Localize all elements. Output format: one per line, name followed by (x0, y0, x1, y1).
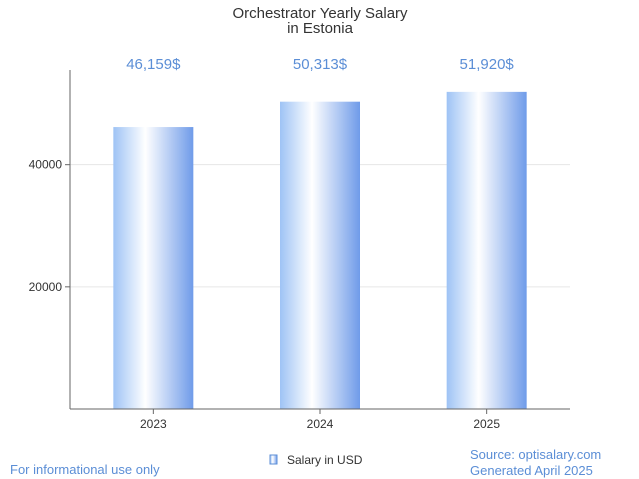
data-labels: 46,159$ 50,313$ 51,920$ (126, 56, 514, 73)
y-tick-label: 40000 (29, 158, 63, 172)
legend: Salary in USD (269, 453, 363, 467)
x-tick-label-2024: 2024 (307, 417, 334, 431)
bar-2023 (113, 127, 194, 409)
footer-source-block: Source: optisalary.com Generated April 2… (470, 447, 601, 479)
data-label-2024: 50,313$ (293, 56, 348, 73)
y-tick-label: 20000 (29, 280, 63, 294)
legend-swatch (269, 454, 278, 465)
footer-source: Source: optisalary.com (470, 447, 602, 462)
chart-title-line-1: Orchestrator Yearly Salary (232, 5, 408, 22)
footer-generated: Generated April 2025 (470, 463, 593, 478)
legend-label: Salary in USD (287, 453, 363, 467)
data-label-2023: 46,159$ (126, 56, 181, 73)
bar-2024 (280, 101, 360, 410)
bars (113, 91, 527, 410)
data-label-2025: 51,920$ (460, 56, 515, 73)
axes: 20000 40000 2023 2024 2025 (29, 70, 570, 431)
bar-2025 (446, 91, 527, 409)
x-tick-label-2025: 2025 (473, 417, 500, 431)
footer-disclaimer: For informational use only (10, 462, 160, 477)
x-tick-label-2023: 2023 (140, 417, 167, 431)
chart-title-line-2: in Estonia (287, 20, 354, 37)
